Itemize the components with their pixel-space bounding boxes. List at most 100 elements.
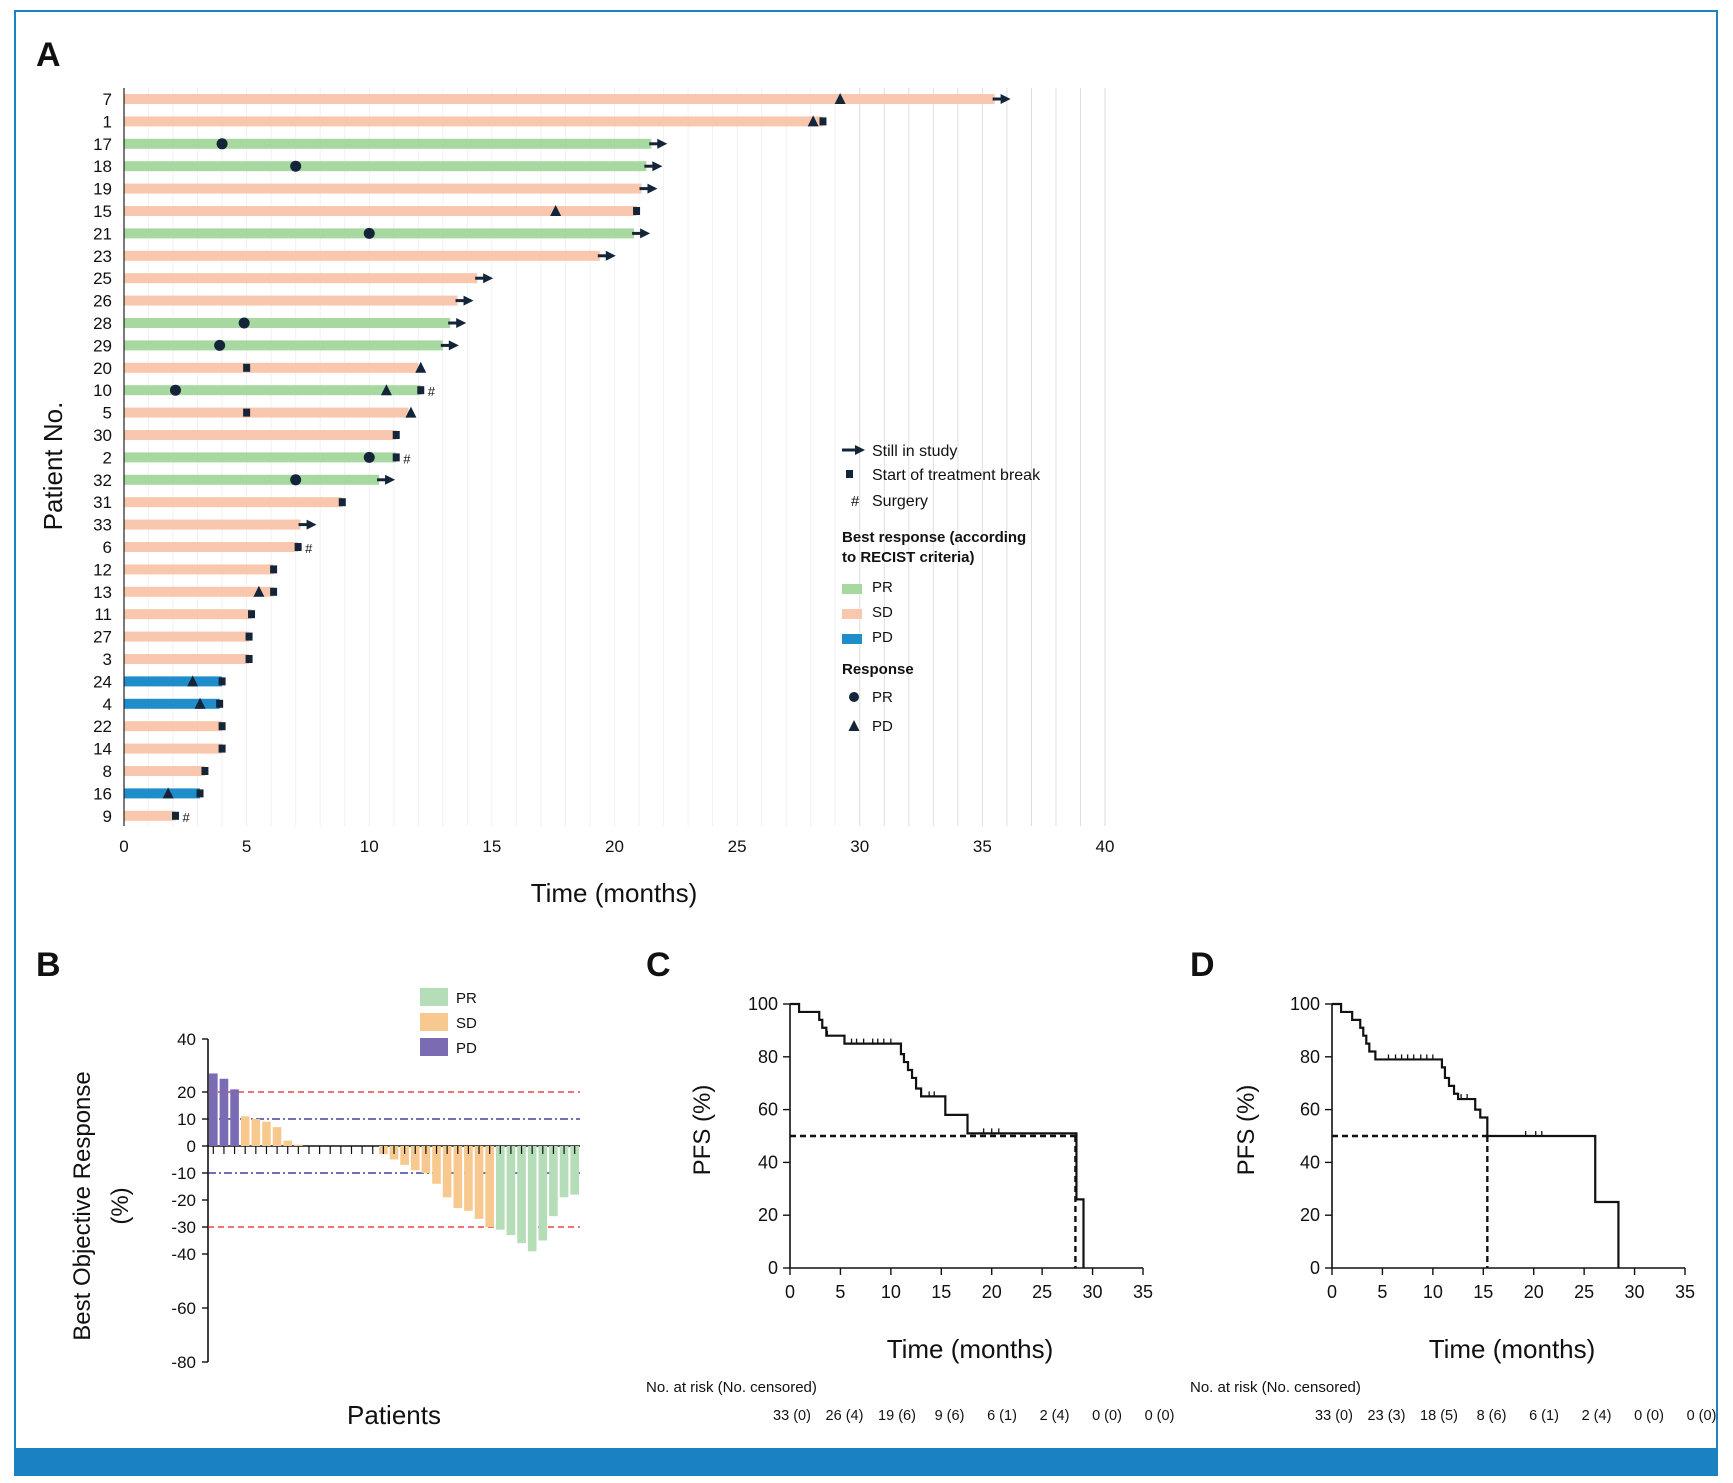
legend-still-in-study-label: Still in study bbox=[872, 443, 957, 460]
panel-label-a: A bbox=[36, 36, 61, 74]
panel-b-plot: 40 20 10 0 -10 -20 -30 -40 -60 -80 bbox=[171, 1030, 580, 1372]
panel-b-x-axis-label: Patients bbox=[347, 1400, 441, 1430]
patient-response-bar bbox=[400, 1146, 409, 1165]
patient-bar bbox=[124, 564, 274, 575]
legend-best-response-title-1: Best response (according bbox=[842, 529, 1026, 546]
treatment-break-marker bbox=[294, 543, 302, 551]
legend-best-response-title-2: to RECIST criteria) bbox=[842, 549, 975, 566]
legend-response-pr-label: PR bbox=[872, 689, 893, 706]
treatment-break-marker bbox=[218, 722, 226, 731]
patient-response-bar bbox=[410, 1146, 420, 1171]
km-at-risk-value: 33 (0) bbox=[1315, 1408, 1353, 1424]
panel-a-x-tick-label: 5 bbox=[242, 837, 251, 856]
legend-still-in-study-arrow-icon bbox=[855, 445, 865, 455]
still-in-study-arrow-icon bbox=[456, 318, 467, 328]
panel-a-x-tick-label: 35 bbox=[973, 837, 992, 856]
patient-label: 24 bbox=[93, 672, 112, 691]
km-y-tick-label: 20 bbox=[1300, 1205, 1320, 1225]
response-pr-marker bbox=[216, 138, 228, 150]
still-in-study-arrow-icon bbox=[657, 138, 668, 149]
patient-bar bbox=[124, 676, 223, 687]
km-at-risk-value: 0 (0) bbox=[1145, 1408, 1175, 1424]
km-y-tick-label: 60 bbox=[1300, 1100, 1320, 1120]
patient-response-bar bbox=[283, 1140, 293, 1146]
km-y-tick-label: 80 bbox=[1300, 1047, 1320, 1067]
legend-best-pd-label: PD bbox=[872, 629, 893, 646]
patient-label: 10 bbox=[93, 381, 112, 400]
patient-bar bbox=[124, 474, 380, 485]
km-y-tick-label: 40 bbox=[758, 1152, 778, 1172]
response-pr-marker bbox=[363, 451, 375, 463]
patient-label: 4 bbox=[103, 695, 112, 714]
patient-response-bar bbox=[240, 1116, 250, 1146]
patient-label: 12 bbox=[93, 560, 112, 579]
panel-a-x-tick-label: 20 bbox=[605, 837, 624, 856]
patient-label: 3 bbox=[103, 650, 112, 669]
patient-response-bar bbox=[219, 1078, 229, 1146]
treatment-break-marker bbox=[338, 498, 346, 507]
panel-d-y-axis-label: PFS (%) bbox=[1233, 1085, 1260, 1176]
response-pd-marker bbox=[162, 787, 174, 799]
patient-response-bar bbox=[527, 1146, 537, 1252]
panel-b-legend-sd-swatch bbox=[420, 1013, 448, 1031]
response-pd-marker bbox=[807, 115, 819, 127]
patient-label: 19 bbox=[93, 180, 112, 199]
patient-bar bbox=[124, 116, 823, 127]
panel-label-d: D bbox=[1190, 946, 1215, 984]
patient-response-bar bbox=[294, 1144, 303, 1146]
patient-bar bbox=[124, 430, 397, 440]
km-at-risk-value: 23 (3) bbox=[1368, 1408, 1406, 1424]
km-x-tick-label: 25 bbox=[1032, 1282, 1052, 1302]
patient-label: 15 bbox=[93, 202, 112, 221]
patient-label: 6 bbox=[103, 538, 112, 557]
patient-response-bar bbox=[421, 1146, 431, 1173]
km-x-tick-label: 30 bbox=[1083, 1282, 1103, 1302]
legend-best-sd-label: SD bbox=[872, 604, 893, 621]
patient-response-bar bbox=[549, 1146, 558, 1217]
panel-a-bars: 7 1 17 18 19 15 21 23 25 26 28 29 20 10 #5 30 2 #32 31 33 6 #… bbox=[93, 90, 1011, 826]
km-x-tick-label: 15 bbox=[1473, 1282, 1493, 1302]
treatment-break-marker bbox=[633, 207, 641, 215]
km-y-tick-label: 100 bbox=[748, 994, 778, 1014]
bottom-color-bar bbox=[14, 1448, 1718, 1476]
patient-response-bar bbox=[517, 1146, 526, 1244]
km-at-risk-value: 0 (0) bbox=[1092, 1408, 1122, 1424]
still-in-study-arrow-icon bbox=[448, 340, 459, 351]
patient-response-bar bbox=[432, 1146, 441, 1184]
patient-label: 29 bbox=[93, 336, 112, 355]
km-at-risk-value: 0 (0) bbox=[1634, 1408, 1664, 1424]
patient-bar bbox=[124, 586, 274, 597]
km-at-risk-value: 2 (4) bbox=[1582, 1408, 1612, 1424]
patient-response-bar bbox=[485, 1146, 494, 1227]
patient-bar bbox=[124, 721, 223, 732]
patient-bar bbox=[124, 788, 201, 799]
treatment-break-marker bbox=[201, 767, 209, 775]
panel-b-legend-pr-swatch bbox=[420, 988, 448, 1006]
patient-bar bbox=[124, 519, 301, 530]
km-y-tick-label: 0 bbox=[768, 1258, 778, 1278]
patient-label: 23 bbox=[93, 247, 112, 266]
panel-b-y-tick-label: 10 bbox=[177, 1110, 196, 1129]
treatment-break-marker bbox=[417, 386, 425, 395]
legend-treatment-break-label: Start of treatment break bbox=[872, 467, 1041, 484]
km-x-tick-label: 5 bbox=[835, 1282, 845, 1302]
response-pd-marker bbox=[380, 384, 392, 396]
treatment-break-marker bbox=[196, 789, 204, 798]
panel-b-y-tick-label: 40 bbox=[177, 1030, 196, 1049]
km-x-tick-label: 0 bbox=[1327, 1282, 1337, 1302]
km-at-risk-value: 6 (1) bbox=[1529, 1408, 1559, 1424]
patient-label: 28 bbox=[93, 314, 112, 333]
patient-bar bbox=[124, 273, 478, 284]
patient-bar bbox=[124, 340, 443, 351]
patient-label: 21 bbox=[93, 224, 112, 243]
patient-bar bbox=[124, 452, 397, 463]
treatment-break-marker bbox=[270, 587, 278, 596]
patient-label: 1 bbox=[103, 112, 112, 131]
patient-response-bar bbox=[272, 1127, 282, 1146]
patient-label: 8 bbox=[103, 762, 112, 781]
patient-bar bbox=[124, 497, 343, 508]
panel-a-x-tick-label: 25 bbox=[728, 837, 747, 856]
response-pd-marker bbox=[415, 361, 427, 373]
panel-c-at-risk-title: No. at risk (No. censored) bbox=[646, 1379, 817, 1396]
